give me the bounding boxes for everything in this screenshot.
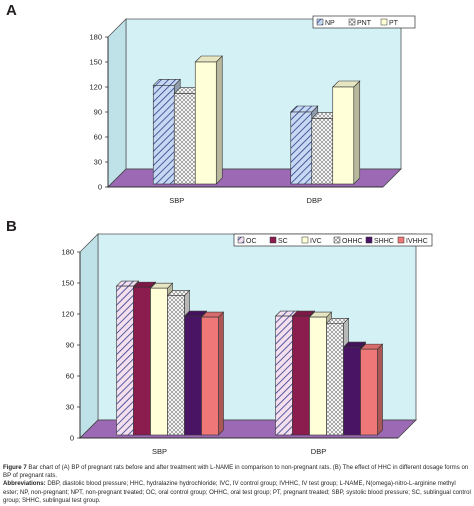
legend-item-oc: OC — [237, 236, 257, 245]
legend-box — [233, 233, 433, 247]
y-tick-label: 0 — [98, 183, 102, 192]
abbreviations-text: DBP, diastolic blood pressure; HHC, hydr… — [3, 480, 471, 504]
bar-front — [152, 85, 175, 185]
legend-swatch — [348, 18, 356, 26]
legend-item-np: NP — [316, 18, 335, 27]
bar-front — [150, 287, 168, 436]
bar-front — [201, 316, 219, 436]
legend-label: OHHC — [342, 238, 363, 245]
side-wall — [79, 233, 99, 439]
bar-dbp-pt — [332, 80, 361, 185]
legend-label: SC — [278, 238, 288, 245]
legend-item-ivc: IVC — [301, 236, 322, 245]
bar-front — [167, 295, 185, 436]
bar-front — [173, 93, 196, 185]
legend-swatch — [333, 236, 341, 244]
chart-panel-a: A 0 30 60 90 120 150 180 SBP DBP NP PNT PT — [0, 0, 474, 218]
x-category-label: DBP — [307, 196, 322, 205]
legend-swatch — [237, 236, 245, 244]
bar-front — [133, 286, 151, 436]
legend-item-ohhc: OHHC — [333, 236, 363, 245]
legend-swatch — [269, 236, 277, 244]
bar-front — [292, 315, 310, 436]
y-tick-label: 180 — [61, 248, 74, 257]
legend: NP PNT PT — [312, 15, 416, 29]
panel-b-label: B — [6, 218, 17, 235]
bar-front — [116, 285, 134, 436]
y-tick-label: 150 — [61, 279, 74, 288]
abbreviations-label: Abbreviations: — [3, 480, 46, 488]
legend-box — [312, 15, 416, 29]
legend-item-shhc: SHHC — [365, 236, 394, 245]
y-tick-label: 30 — [66, 403, 74, 412]
legend-item-pt: PT — [380, 18, 399, 27]
bar-front — [360, 348, 378, 436]
side-wall — [107, 18, 127, 188]
legend-label: PT — [389, 20, 399, 27]
bar-side — [218, 311, 224, 436]
legend-swatch — [301, 236, 309, 244]
legend: OC SC IVC OHHC SHHC IVHHC — [233, 233, 433, 247]
x-category-label: DBP — [311, 447, 326, 456]
legend-label: IVHHC — [406, 238, 428, 245]
y-tick-label: 0 — [70, 434, 74, 443]
y-tick-label: 30 — [94, 158, 102, 167]
x-category-label: SBP — [169, 196, 184, 205]
bar-side — [215, 55, 223, 185]
y-tick-label: 150 — [89, 58, 102, 67]
bar-dbp-ivhhc — [359, 343, 384, 436]
figure-caption: Figure 7 Bar chart of (A) BP of pregnant… — [3, 464, 471, 505]
y-tick-label: 60 — [94, 133, 102, 142]
bar-front — [332, 86, 355, 185]
legend-item-ivhhc: IVHHC — [397, 236, 428, 245]
figure-label: Figure 7 — [3, 464, 27, 471]
chart-a-svg: 0 30 60 90 120 150 180 SBP DBP NP PNT PT — [89, 15, 416, 205]
chart-panel-b: B 0 30 60 90 120 150 180 SBP DBP OC SC IVC OHHC SHHC I… — [0, 216, 474, 464]
legend-swatch — [397, 236, 405, 244]
bar-front — [194, 61, 217, 185]
figure-text: Bar chart of (A) BP of pregnant rats bef… — [3, 464, 469, 480]
bar-side — [377, 343, 383, 436]
x-category-label: SBP — [152, 447, 167, 456]
abbreviations-paragraph: Abbreviations: DBP, diastolic blood pres… — [3, 480, 471, 505]
panel-a-label: A — [6, 2, 17, 19]
y-tick-label: 90 — [94, 108, 102, 117]
bar-front — [290, 111, 313, 185]
bar-front — [326, 323, 344, 436]
chart-b-svg: 0 30 60 90 120 150 180 SBP DBP OC SC IVC OHHC SHHC IVH… — [61, 233, 433, 456]
legend-label: SHHC — [374, 238, 394, 245]
legend-label: IVC — [310, 238, 322, 245]
bar-front — [184, 315, 202, 436]
bar-front — [343, 346, 361, 436]
legend-swatch — [316, 18, 324, 26]
y-tick-label: 120 — [89, 83, 102, 92]
bar-front — [309, 316, 327, 436]
legend-swatch — [365, 236, 373, 244]
y-tick-label: 180 — [89, 33, 102, 42]
bar-front — [311, 118, 334, 185]
y-tick-label: 60 — [66, 372, 74, 381]
bar-front — [275, 315, 293, 436]
caption-paragraph: Figure 7 Bar chart of (A) BP of pregnant… — [3, 464, 471, 480]
y-tick-label: 120 — [61, 310, 74, 319]
legend-item-pnt: PNT — [348, 18, 372, 27]
bar-sbp-pt — [194, 55, 223, 185]
y-tick-label: 90 — [66, 341, 74, 350]
bar-side — [353, 80, 361, 185]
legend-label: PNT — [357, 20, 372, 27]
legend-label: OC — [246, 238, 257, 245]
legend-item-sc: SC — [269, 236, 288, 245]
legend-label: NP — [325, 20, 335, 27]
bar-sbp-ivhhc — [200, 311, 225, 436]
legend-swatch — [380, 18, 388, 26]
